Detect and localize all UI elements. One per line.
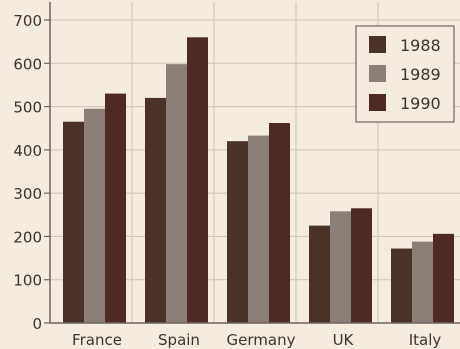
x-tick-label: France [72,331,122,349]
x-tick-label: Italy [409,331,442,349]
bar-1989-italy [412,241,433,323]
y-tick-label: 400 [13,142,42,160]
bar-1988-france [63,121,84,323]
y-tick-label: 200 [13,228,42,246]
legend: 1988 1989 1990 [355,25,455,123]
label-layer: 0 100 200 300 400 500 600 700 France Spain Germany… [13,12,441,349]
legend-swatch-1990 [369,94,386,111]
legend-swatch-1988 [369,36,386,53]
legend-label: 1990 [400,94,441,113]
x-tick-label: UK [333,331,355,349]
bar-1989-germany [248,135,269,323]
y-tick-label: 0 [32,315,42,333]
y-tick-label: 100 [13,272,42,290]
axis-layer [44,2,460,324]
bar-1990-uk [351,208,372,323]
bar-1990-spain [187,37,208,324]
bar-1990-italy [433,233,454,323]
legend-label: 1989 [400,65,441,84]
bar-1989-uk [330,211,351,323]
bar-1989-france [84,108,105,323]
x-tick-label: Spain [158,331,200,349]
bar-1988-germany [227,141,248,323]
legend-label: 1988 [400,36,441,55]
y-tick-label: 500 [13,99,42,117]
bar-1990-germany [269,123,290,324]
y-tick-label: 700 [13,12,42,30]
bar-1989-spain [166,64,187,323]
bar-1988-spain [145,97,166,324]
y-tick-label: 300 [13,185,42,203]
y-tick-label: 600 [13,55,42,73]
bar-layer [63,37,454,324]
bar-1988-uk [309,225,330,323]
legend-swatch-1989 [369,65,386,82]
x-tick-label: Germany [227,331,296,349]
bar-1990-france [105,93,126,323]
bar-1988-italy [391,248,412,323]
